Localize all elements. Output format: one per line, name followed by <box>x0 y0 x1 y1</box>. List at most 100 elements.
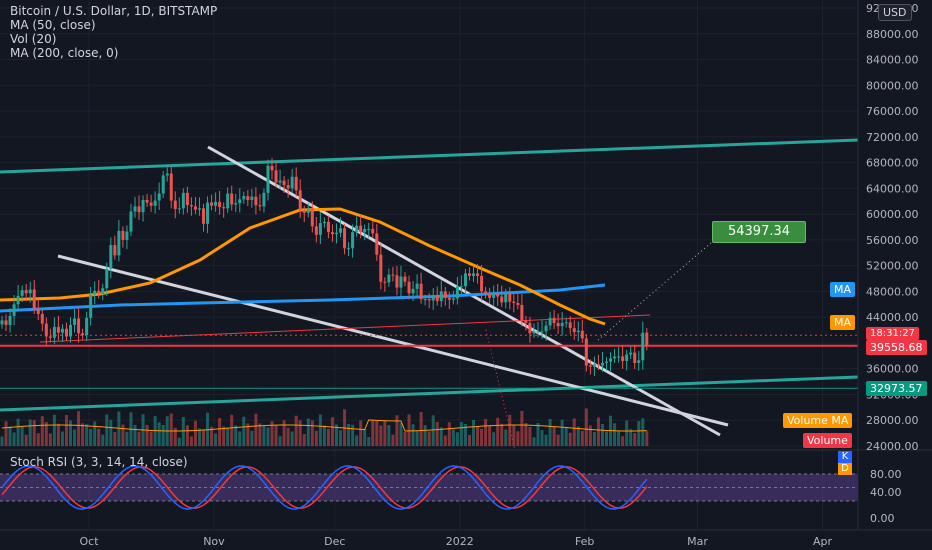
candle-body <box>621 356 625 361</box>
volume-bar <box>193 420 197 446</box>
volume-bar <box>480 429 484 446</box>
volume-bar <box>278 436 282 446</box>
candle-body <box>387 274 391 283</box>
volume-bar <box>270 421 274 446</box>
candle-body <box>528 322 532 334</box>
volume-bar <box>588 425 592 446</box>
volume-bar <box>621 436 625 446</box>
volume-bar <box>258 423 262 446</box>
volume-bar <box>298 420 302 446</box>
volume-bar <box>310 420 314 446</box>
ma200-badge: MA <box>830 282 856 297</box>
time-tick-label: Apr <box>813 535 833 548</box>
volume-bar <box>202 430 205 446</box>
volume-bar <box>218 418 222 446</box>
price-tick-label: 76000.00 <box>866 105 919 118</box>
volume-bar <box>391 434 395 446</box>
volume-bar <box>246 423 250 446</box>
candle-body <box>117 230 121 256</box>
candle-body <box>145 199 149 203</box>
volume-bar <box>596 417 600 446</box>
time-axis: Oct Nov Dec 2022 Feb Mar Apr <box>0 529 932 548</box>
resistance-line <box>39 314 651 343</box>
candle-body <box>153 200 157 206</box>
candle-body <box>326 221 330 233</box>
candle-body <box>564 322 568 324</box>
candle-body <box>556 322 560 327</box>
candle-body <box>339 228 343 233</box>
ma200-legend: MA (200, close, 0) <box>10 46 119 60</box>
time-tick-label: Dec <box>324 535 345 548</box>
candle-body <box>367 228 371 230</box>
volume-bar <box>222 426 226 446</box>
candle-body <box>202 208 205 224</box>
candle-body <box>544 325 548 332</box>
candle-body <box>480 275 484 292</box>
candle-body <box>443 291 447 298</box>
candle-body <box>77 318 81 334</box>
channel-upper-line <box>0 138 859 174</box>
candle-body <box>629 352 633 355</box>
volume-bar <box>431 415 435 446</box>
volume-bar <box>274 425 278 446</box>
candle-body <box>455 286 459 299</box>
wedge-lower-line <box>57 254 729 427</box>
volume-bar <box>504 429 508 446</box>
volume-bar <box>355 435 359 446</box>
price-tick-label: 48000.00 <box>866 285 919 298</box>
candle-body <box>230 193 234 205</box>
candle-body <box>306 208 310 213</box>
volume-bar <box>500 423 504 446</box>
volume-bar <box>556 434 560 446</box>
volume-bar <box>528 427 532 446</box>
volume-bar <box>334 424 338 446</box>
volume-bar <box>69 420 73 446</box>
volume-bar <box>484 419 488 446</box>
time-tick-label: Nov <box>203 535 225 548</box>
volume-badge: Volume <box>803 433 852 448</box>
rsi-d-badge: D <box>838 463 852 475</box>
candle-body <box>363 228 367 233</box>
volume-bar <box>564 427 568 446</box>
candle-body <box>165 173 169 176</box>
candle-body <box>161 175 165 194</box>
candle-body <box>24 290 28 294</box>
grid <box>0 0 858 530</box>
price-tick-label: 56000.00 <box>866 234 919 247</box>
volume-bar <box>560 419 564 446</box>
candle-body <box>451 298 455 300</box>
price-axis: 24000.0028000.0032000.0036000.0040000.00… <box>857 0 919 530</box>
candle-body <box>633 352 637 363</box>
candle-body <box>572 328 576 332</box>
candle-body <box>173 200 177 209</box>
volume-bar <box>4 421 8 446</box>
candle-body <box>286 185 290 189</box>
currency-button[interactable]: USD <box>878 4 912 21</box>
volume-bar <box>266 427 270 446</box>
price-tick-label: 44000.00 <box>866 311 919 324</box>
candle-body <box>60 328 64 333</box>
candle-body <box>40 313 44 324</box>
support-price-badge: 32973.57 <box>866 381 927 396</box>
price-tick-label: 28000.00 <box>866 414 919 427</box>
candle-body <box>48 336 52 338</box>
candle-body <box>105 268 109 289</box>
volume-bar <box>492 432 496 446</box>
candle-body <box>270 165 274 171</box>
volume-bar <box>282 420 286 446</box>
volume-bar <box>318 414 322 446</box>
ma200-line <box>0 283 606 313</box>
volume-bar <box>552 427 556 446</box>
candle-body <box>476 273 480 276</box>
candles <box>0 158 649 377</box>
volume-bar <box>548 419 552 446</box>
volume-bar <box>625 420 629 446</box>
time-tick-label: 2022 <box>446 535 474 548</box>
candle-body <box>4 320 8 325</box>
rsi-tick-label: 0.00 <box>870 512 895 525</box>
volume-bar <box>645 430 649 446</box>
volume-bar <box>568 432 572 446</box>
candle-body <box>238 199 242 204</box>
volume-bar <box>395 415 399 446</box>
